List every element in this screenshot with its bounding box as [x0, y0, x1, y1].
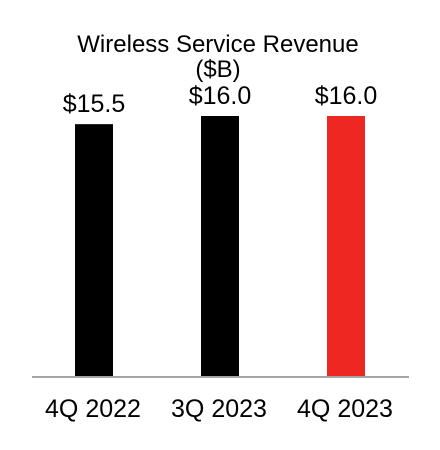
bar-value-label-2: $16.0 — [315, 82, 378, 110]
chart-title: Wireless Service Revenue — [77, 31, 358, 58]
bar-value-label-1: $16.0 — [189, 82, 252, 110]
chart-subtitle: ($B) — [195, 56, 240, 83]
bar-1 — [201, 116, 239, 377]
x-tick-label-1: 3Q 2023 — [171, 395, 267, 423]
bar-value-label-0: $15.5 — [63, 90, 126, 118]
bars-group: $15.5 $16.0 $16.0 — [63, 82, 378, 377]
bar-0 — [75, 124, 113, 377]
x-tick-label-0: 4Q 2022 — [45, 395, 141, 423]
bar-2 — [327, 116, 365, 377]
x-tick-labels: 4Q 2022 3Q 2023 4Q 2023 — [45, 395, 393, 423]
x-tick-label-2: 4Q 2023 — [297, 395, 393, 423]
